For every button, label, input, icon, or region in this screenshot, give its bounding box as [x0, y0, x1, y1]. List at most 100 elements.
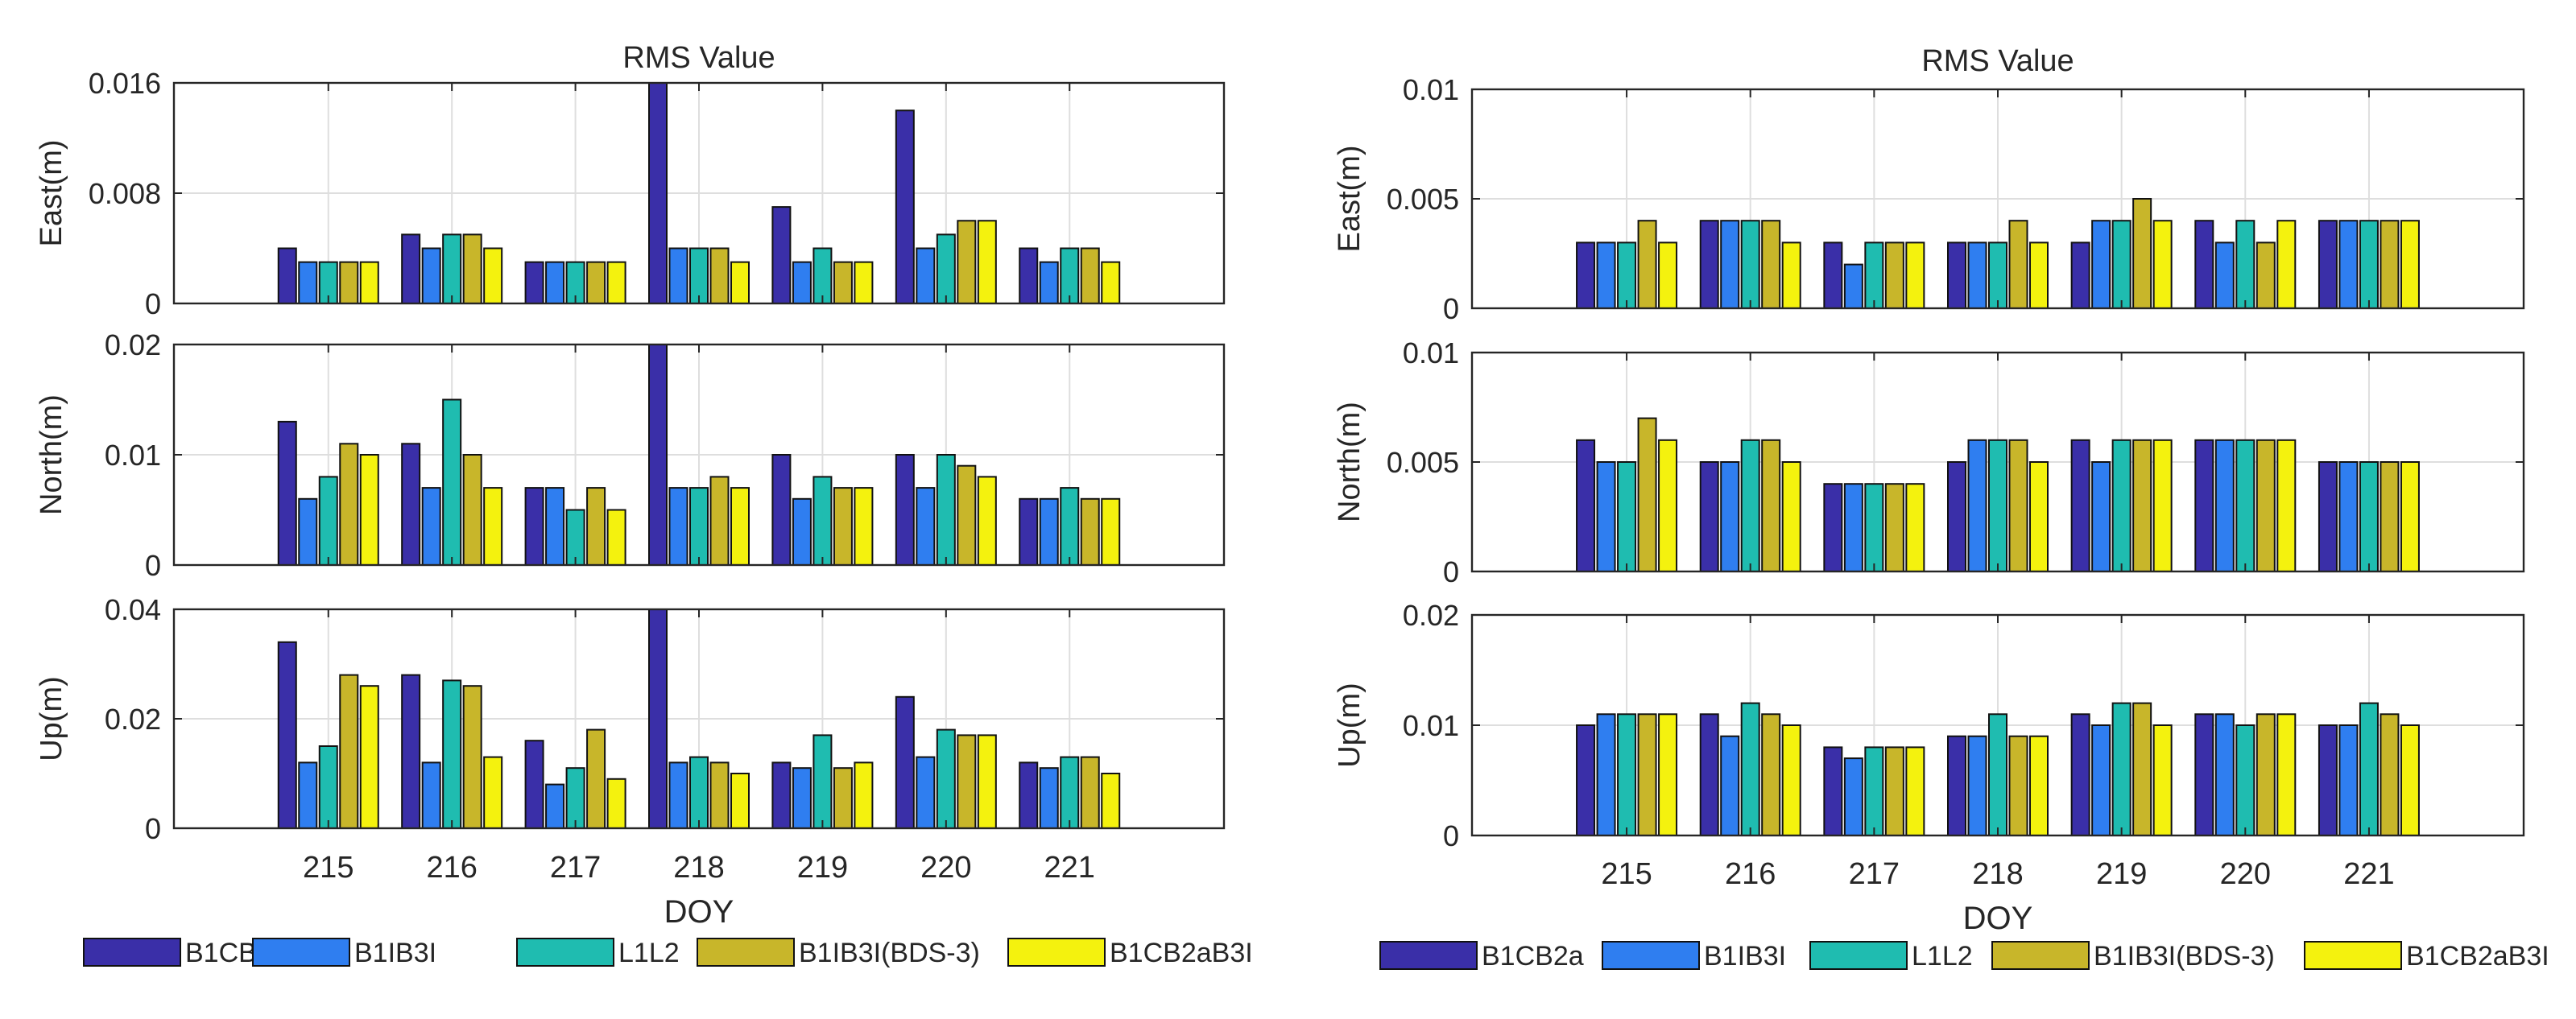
bar-b1ib3i-216: [421, 487, 441, 566]
x-tick-label: 216: [426, 851, 477, 885]
bar-b1ib3i-220: [2214, 241, 2235, 309]
bar-b1ib3i-bds-3--221: [1080, 756, 1100, 829]
bar-b1cb2a-221: [1019, 497, 1039, 566]
bar-b1ib3i-bds-3--219: [833, 767, 853, 830]
bar-b1cb2ab3i-215: [359, 261, 379, 304]
bar-b1ib3i-bds-3--216: [1761, 713, 1781, 836]
bar-l1l2-215: [318, 476, 338, 567]
y-tick-label: 0: [145, 287, 161, 320]
bar-b1cb2a-215: [1576, 439, 1596, 572]
bar-b1ib3i-219: [2091, 724, 2111, 836]
bar-b1ib3i-bds-3--218: [709, 761, 730, 830]
x-tick-label: 218: [673, 851, 724, 885]
y-tick-label: 0.02: [105, 328, 161, 361]
bar-b1cb2a-216: [1699, 461, 1719, 572]
bar-b1cb2a-221: [2318, 724, 2338, 836]
bar-l1l2-219: [812, 476, 833, 567]
bar-b1ib3i-bds-3--219: [833, 261, 853, 304]
bar-b1ib3i-217: [545, 487, 565, 566]
bar-b1cb2a-215: [277, 247, 297, 304]
bar-b1cb2ab3i-216: [483, 247, 503, 304]
bar-l1l2-219: [2111, 702, 2132, 836]
bar-l1l2-221: [2359, 461, 2379, 572]
bar-l1l2-220: [936, 454, 956, 566]
legend-swatch-b1ib3i-bds-3-: [697, 938, 795, 967]
bar-l1l2-221: [1060, 247, 1080, 304]
bar-b1ib3i-bds-3--219: [2132, 198, 2152, 309]
bar-b1ib3i-219: [792, 497, 812, 566]
bar-b1cb2ab3i-219: [854, 761, 874, 830]
bar-l1l2-218: [1988, 713, 2007, 836]
y-axis-label: Up(m): [1333, 683, 1367, 768]
panel-east: 0 0.008 0.016 East(m): [35, 67, 1226, 320]
panel-up: 0 0.01 0.02 Up(m): [1333, 599, 2525, 852]
bar-b1ib3i-215: [1596, 713, 1616, 836]
bar-l1l2-216: [1740, 702, 1760, 836]
legend-label: L1L2: [1912, 941, 1973, 972]
bar-b1ib3i-bds-3--215: [1637, 417, 1657, 572]
bar-b1ib3i-bds-3--216: [462, 454, 482, 566]
bar-b1ib3i-216: [1720, 461, 1740, 572]
bar-b1ib3i-219: [2091, 220, 2111, 310]
bar-b1cb2ab3i-218: [730, 487, 750, 566]
bar-b1cb2a-217: [1823, 483, 1843, 573]
y-tick-label: 0.005: [1387, 446, 1459, 479]
x-tick-label: 219: [2096, 857, 2147, 891]
bar-b1cb2a-216: [401, 674, 421, 829]
bar-b1ib3i-219: [792, 767, 812, 830]
bar-b1cb2a-221: [1019, 761, 1039, 830]
bar-l1l2-217: [1864, 483, 1884, 573]
bar-l1l2-215: [318, 745, 338, 829]
bar-b1cb2a-220: [895, 695, 915, 829]
bar-b1ib3i-bds-3--221: [2380, 220, 2400, 310]
bar-b1cb2a-215: [1576, 241, 1596, 309]
bar-b1ib3i-215: [1596, 461, 1616, 572]
bar-b1cb2ab3i-219: [854, 261, 874, 304]
bar-b1cb2a-220: [2194, 439, 2214, 572]
bar-b1cb2a-218: [1947, 461, 1966, 572]
bar-b1ib3i-bds-3--220: [957, 220, 977, 304]
bar-b1ib3i-bds-3--219: [2132, 702, 2152, 836]
bar-b1cb2ab3i-217: [1905, 483, 1925, 573]
bar-l1l2-216: [1740, 439, 1760, 572]
bar-b1cb2ab3i-221: [2400, 461, 2420, 572]
bar-b1cb2ab3i-219: [854, 487, 874, 566]
legend-label: B1CB2a: [1482, 941, 1584, 972]
bar-l1l2-218: [1988, 439, 2007, 572]
panel-east: 0 0.005 0.01 East(m): [1333, 73, 2525, 325]
y-tick-label: 0.005: [1387, 183, 1459, 216]
bar-b1ib3i-219: [792, 261, 812, 304]
bar-b1cb2a-219: [2070, 241, 2090, 309]
bar-b1ib3i-216: [1720, 735, 1740, 837]
bar-b1ib3i-bds-3--215: [339, 261, 359, 304]
bar-b1ib3i-216: [421, 761, 441, 830]
bar-b1cb2ab3i-217: [606, 261, 626, 304]
legend-swatch-b1cb2ab3i: [1007, 938, 1106, 967]
legend-swatch-b1cb2a: [1379, 941, 1478, 970]
bar-b1ib3i-bds-3--216: [462, 233, 482, 304]
y-tick-label: 0.01: [105, 439, 161, 472]
bar-b1ib3i-218: [1967, 241, 1987, 309]
legend-swatch-l1l2: [516, 938, 614, 967]
bar-b1ib3i-bds-3--216: [1761, 439, 1781, 572]
bar-b1ib3i-bds-3--220: [2256, 241, 2276, 309]
bar-b1ib3i-bds-3--215: [339, 443, 359, 566]
bar-b1cb2ab3i-216: [1781, 724, 1801, 836]
x-axis-label: DOY: [1963, 901, 2033, 936]
bar-l1l2-219: [2111, 439, 2132, 572]
bar-l1l2-221: [1060, 756, 1080, 829]
bar-b1ib3i-218: [668, 487, 688, 566]
bar-l1l2-216: [442, 233, 462, 304]
bar-b1cb2ab3i-217: [606, 778, 626, 829]
legend-label: L1L2: [618, 938, 680, 968]
bar-b1ib3i-217: [545, 261, 565, 304]
bar-b1cb2a-220: [895, 454, 915, 566]
bar-b1cb2a-217: [524, 487, 544, 566]
x-tick-label: 221: [1044, 851, 1095, 885]
bar-b1ib3i-bds-3--217: [586, 728, 606, 829]
bar-b1cb2a-219: [771, 454, 792, 566]
bar-l1l2-216: [1740, 220, 1760, 310]
bar-b1ib3i-216: [1720, 220, 1740, 310]
bar-b1cb2a-221: [2318, 220, 2338, 310]
